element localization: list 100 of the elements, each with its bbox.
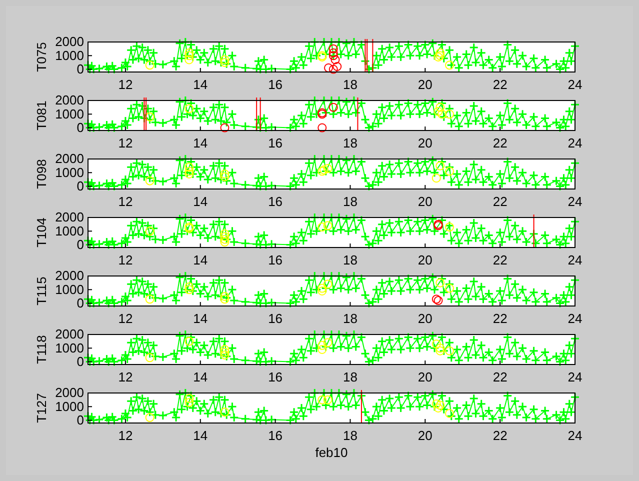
point xyxy=(220,348,230,357)
y-tick-label: 1000 xyxy=(55,223,84,238)
point xyxy=(436,48,445,58)
y-tick-label: 0 xyxy=(76,61,84,76)
point xyxy=(184,55,194,64)
y-tick-label: 2000 xyxy=(55,151,84,166)
y-tick-label: 1000 xyxy=(55,282,84,297)
point xyxy=(184,48,194,58)
y-tick-label: 1000 xyxy=(55,106,84,122)
x-tick-label: 16 xyxy=(268,252,283,268)
x-tick-label: 22 xyxy=(492,370,508,385)
point xyxy=(145,294,154,304)
point xyxy=(436,161,445,170)
point xyxy=(436,51,445,60)
point xyxy=(145,413,154,422)
point xyxy=(145,176,154,186)
x-tick-label: 18 xyxy=(342,252,358,268)
point xyxy=(445,110,454,119)
x-tick-label: 12 xyxy=(118,370,133,385)
x-tick-label: 18 xyxy=(342,194,358,210)
x-tick-label: 12 xyxy=(118,428,133,444)
point xyxy=(220,232,230,242)
x-tick-label: 16 xyxy=(268,370,283,385)
point xyxy=(445,346,454,356)
point xyxy=(184,282,194,292)
point xyxy=(145,60,154,70)
point xyxy=(436,278,445,288)
x-tick-label: 18 xyxy=(342,428,358,444)
x-tick-label: 12 xyxy=(118,136,133,151)
point xyxy=(318,222,327,232)
x-tick-label: 24 xyxy=(568,194,582,210)
point xyxy=(323,280,332,289)
y-axis-title: T104 xyxy=(34,218,49,248)
x-tick-label: 16 xyxy=(268,428,283,444)
point xyxy=(220,408,230,417)
y-tick-label: 0 xyxy=(76,236,84,252)
point xyxy=(445,166,454,176)
x-tick-label: 20 xyxy=(418,370,432,385)
x-tick-label: 18 xyxy=(342,370,358,385)
y-tick-label: 0 xyxy=(76,120,84,135)
x-tick-label: 14 xyxy=(193,194,208,210)
point xyxy=(436,400,445,410)
point xyxy=(318,340,327,350)
x-tick-label: 24 xyxy=(568,252,582,268)
x-tick-label: 16 xyxy=(268,77,283,92)
point xyxy=(436,346,445,356)
y-tick-label: 0 xyxy=(76,412,84,428)
point xyxy=(145,353,154,362)
point xyxy=(434,52,443,62)
x-tick-label: 12 xyxy=(118,194,133,210)
point xyxy=(318,286,327,296)
point xyxy=(318,284,327,293)
x-tick-label: 18 xyxy=(342,136,358,151)
x-tick-label: 12 xyxy=(118,311,133,326)
x-tick-label: 12 xyxy=(118,77,133,92)
point xyxy=(328,102,338,112)
point xyxy=(145,226,154,236)
x-tick-label: 22 xyxy=(492,428,508,444)
point xyxy=(184,162,194,172)
y-tick-label: 0 xyxy=(76,295,84,310)
point xyxy=(323,221,332,230)
y-tick-label: 2000 xyxy=(55,34,84,50)
x-tick-label: 14 xyxy=(193,136,208,151)
point xyxy=(324,63,334,72)
y-tick-label: 1000 xyxy=(55,340,84,356)
x-tick-label: 20 xyxy=(418,77,432,92)
x-tick-label: 16 xyxy=(268,311,283,326)
x-tick-label: 22 xyxy=(492,77,508,92)
point xyxy=(184,336,194,346)
x-tick-label: 16 xyxy=(268,136,283,151)
point xyxy=(220,55,230,64)
point xyxy=(184,394,194,403)
x-tick-label: 24 xyxy=(568,77,582,92)
point xyxy=(328,64,338,74)
point xyxy=(318,123,327,132)
y-axis-title: T127 xyxy=(34,393,49,423)
x-tick-label: 24 xyxy=(568,428,582,444)
y-tick-label: 0 xyxy=(76,354,84,369)
x-tick-label: 14 xyxy=(193,252,208,268)
x-tick-label: 16 xyxy=(268,194,283,210)
point xyxy=(332,62,342,72)
y-axis-title: T118 xyxy=(34,335,49,364)
point xyxy=(328,48,338,58)
point xyxy=(220,123,230,132)
x-tick-label: 20 xyxy=(418,311,432,326)
x-tick-label: 24 xyxy=(568,136,582,151)
y-axis-title: T115 xyxy=(34,276,49,306)
point xyxy=(220,172,230,182)
point xyxy=(323,164,332,174)
x-tick-label: 20 xyxy=(418,136,432,151)
point xyxy=(432,340,441,349)
y-axis-title: T098 xyxy=(34,159,49,189)
point xyxy=(220,238,230,247)
point xyxy=(432,294,441,304)
y-tick-label: 1000 xyxy=(55,48,84,63)
x-tick-label: 22 xyxy=(492,311,508,326)
point xyxy=(445,284,454,293)
y-tick-label: 2000 xyxy=(55,268,84,284)
y-tick-label: 1000 xyxy=(55,398,84,414)
x-tick-label: 14 xyxy=(193,428,208,444)
